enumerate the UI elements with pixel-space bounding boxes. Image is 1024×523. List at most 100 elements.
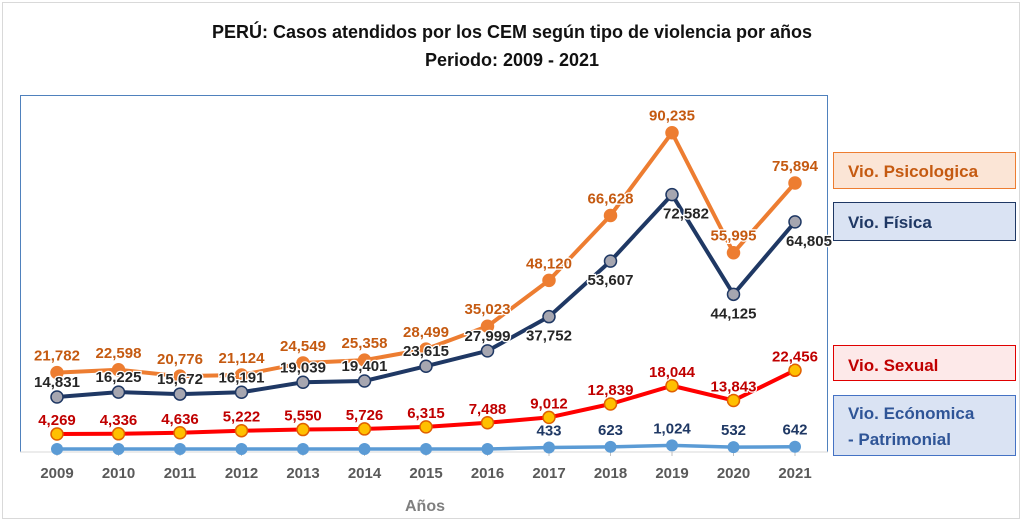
data-label: 37,752 — [526, 328, 572, 345]
data-point — [727, 441, 740, 454]
data-label: 35,023 — [465, 301, 511, 318]
data-point — [234, 368, 249, 382]
data-point — [788, 215, 802, 229]
data-label: 16,225 — [96, 369, 142, 386]
chart-title: PERÚ: Casos atendidos por los CEM según … — [211, 22, 813, 42]
data-label: 532 — [721, 422, 746, 439]
legend-patrimonial-line1: Vio. Ecónomica — [848, 404, 975, 423]
data-label: 14,831 — [34, 374, 80, 391]
data-point — [788, 176, 802, 190]
data-label: 18,044 — [649, 364, 696, 381]
x-tick-label: 2011 — [164, 465, 197, 482]
data-label: 9,012 — [530, 395, 568, 412]
data-point — [296, 356, 310, 370]
data-point — [420, 443, 432, 455]
data-label: 5,726 — [346, 407, 384, 424]
data-point — [235, 443, 248, 455]
data-label: 20,776 — [157, 351, 203, 368]
data-label: 13,843 — [711, 378, 757, 395]
data-point — [419, 359, 433, 373]
legend-psicologica: Vio. Psicologica — [833, 152, 1016, 189]
data-label: 22,456 — [772, 348, 818, 365]
data-point — [788, 363, 802, 378]
x-axis-title: Años — [405, 498, 445, 515]
data-label: 15,672 — [157, 371, 203, 388]
data-point — [603, 208, 618, 223]
data-label: 64,805 — [786, 233, 832, 250]
legend-sexual: Vio. Sexual — [833, 345, 1016, 381]
data-label: 72,582 — [663, 206, 709, 223]
data-point — [111, 363, 126, 377]
data-label: 53,607 — [588, 272, 634, 289]
data-point — [173, 426, 187, 440]
x-tick-label: 2015 — [409, 465, 442, 482]
data-point — [665, 125, 679, 140]
data-point — [297, 443, 309, 455]
data-point — [50, 365, 64, 380]
x-tick-label: 2021 — [778, 465, 811, 482]
data-label: 19,401 — [342, 358, 388, 375]
plot-area — [20, 95, 828, 452]
x-tick-label: 2012 — [225, 465, 258, 482]
data-point — [542, 273, 556, 288]
data-point — [234, 423, 249, 438]
data-label: 4,336 — [100, 412, 138, 429]
x-tick-label: 2013 — [286, 465, 319, 482]
data-point — [234, 385, 249, 400]
data-label: 623 — [598, 422, 623, 439]
data-label: 55,995 — [711, 228, 757, 245]
x-tick-label: 2017 — [532, 465, 565, 482]
data-label: 90,235 — [649, 108, 695, 125]
data-point — [789, 440, 801, 453]
data-label: 21,124 — [219, 350, 266, 367]
data-point — [51, 443, 63, 455]
data-label: 25,358 — [342, 335, 388, 352]
data-point — [604, 440, 617, 453]
x-tick-label: 2016 — [471, 465, 504, 482]
data-label: 66,628 — [588, 190, 634, 207]
x-tick-label: 2010 — [102, 465, 135, 482]
data-label: 21,782 — [34, 348, 80, 365]
data-label: 6,315 — [407, 405, 445, 422]
data-point — [603, 254, 618, 268]
data-point — [296, 375, 310, 390]
data-point — [726, 245, 741, 260]
x-tick-label: 2009 — [40, 465, 73, 482]
data-label: 1,024 — [653, 420, 691, 437]
x-tick-label: 2018 — [594, 465, 627, 482]
data-label: 433 — [536, 422, 561, 439]
data-label: 19,039 — [280, 359, 326, 376]
data-point — [543, 441, 555, 454]
data-point — [112, 443, 125, 455]
data-label: 16,191 — [219, 369, 265, 386]
data-label: 12,839 — [588, 382, 634, 399]
data-point — [542, 309, 556, 324]
x-tick-label: 2014 — [348, 465, 382, 482]
data-point — [419, 342, 433, 356]
data-point — [481, 443, 494, 455]
data-point — [357, 353, 372, 367]
data-point — [480, 416, 495, 430]
data-label: 642 — [782, 422, 807, 439]
legend-patrimonial-line2: - Patrimonial — [848, 430, 951, 449]
data-point — [296, 422, 310, 437]
data-label: 75,894 — [772, 158, 819, 175]
data-point — [173, 369, 187, 383]
data-point — [50, 427, 64, 441]
legend-fisica: Vio. Física — [833, 202, 1016, 241]
data-point — [480, 319, 495, 333]
data-point — [419, 420, 433, 434]
legend-patrimonial: Vio. Ecónomica - Patrimonial — [833, 395, 1016, 456]
data-point — [665, 187, 679, 202]
data-point — [665, 379, 679, 393]
data-label: 48,120 — [526, 255, 572, 272]
data-label: 22,598 — [96, 345, 142, 362]
data-point — [603, 397, 618, 411]
data-point — [357, 374, 372, 388]
data-label: 44,125 — [711, 305, 757, 322]
x-tick-label: 2020 — [717, 465, 750, 482]
data-point — [111, 427, 126, 441]
